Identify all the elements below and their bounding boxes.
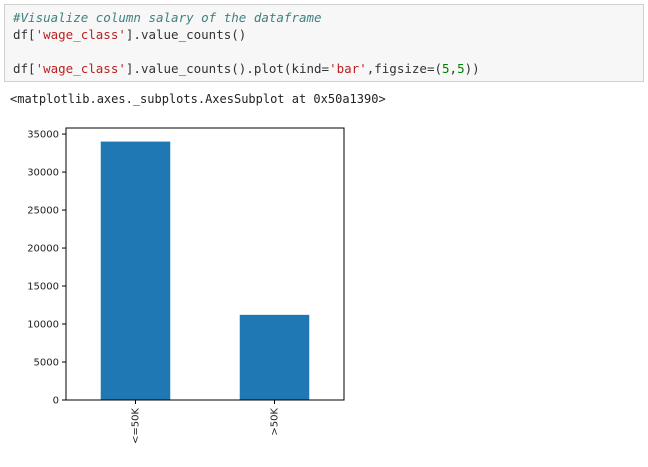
- code-comment: #Visualize column salary of the datafram…: [13, 10, 322, 25]
- x-tick-label: >50K: [270, 408, 281, 436]
- y-tick-label: 0: [53, 396, 59, 407]
- axes-frame: [65, 127, 345, 401]
- chart-svg: <=50K >50K 0 5000 10000 15000 20000 25000 30000 3…: [27, 127, 345, 444]
- code-token: 'wage_class': [35, 27, 126, 42]
- code-line: df['wage_class'].value_counts(): [13, 26, 635, 43]
- code-token: ].value_counts().plot(kind=: [125, 61, 330, 76]
- y-tick-label: 15000: [27, 282, 59, 293]
- code-token: 'wage_class': [35, 61, 126, 76]
- x-tick-label: <=50K: [131, 408, 142, 444]
- y-tick-label: 10000: [27, 320, 59, 331]
- code-cell-input[interactable]: #Visualize column salary of the datafram…: [4, 4, 644, 82]
- bar-50K: [239, 314, 310, 400]
- code-token: ,: [449, 61, 458, 76]
- y-tick-label: 25000: [27, 206, 59, 217]
- code-token: ].value_counts(): [125, 27, 247, 42]
- bar-50K: [100, 141, 171, 400]
- code-line: [13, 43, 635, 60]
- code-token: 5: [457, 61, 465, 76]
- bar-chart: <=50K >50K 0 5000 10000 15000 20000 25000 30000 3…: [10, 118, 370, 462]
- code-line: #Visualize column salary of the datafram…: [13, 9, 635, 26]
- y-tick-label: 20000: [27, 244, 59, 255]
- code-token: df[: [13, 27, 36, 42]
- code-token: 'bar': [329, 61, 367, 76]
- code-token: )): [464, 61, 480, 76]
- y-tick-label: 5000: [34, 358, 59, 369]
- output-text: <matplotlib.axes._subplots.AxesSubplot a…: [10, 92, 386, 106]
- code-token: df[: [13, 61, 36, 76]
- code-lines: #Visualize column salary of the datafram…: [13, 9, 635, 77]
- code-line: df['wage_class'].value_counts().plot(kin…: [13, 60, 635, 77]
- code-token: 5: [442, 61, 450, 76]
- y-tick-label: 30000: [27, 168, 59, 179]
- y-tick-label: 35000: [27, 130, 59, 141]
- code-token: ,figsize=(: [366, 61, 442, 76]
